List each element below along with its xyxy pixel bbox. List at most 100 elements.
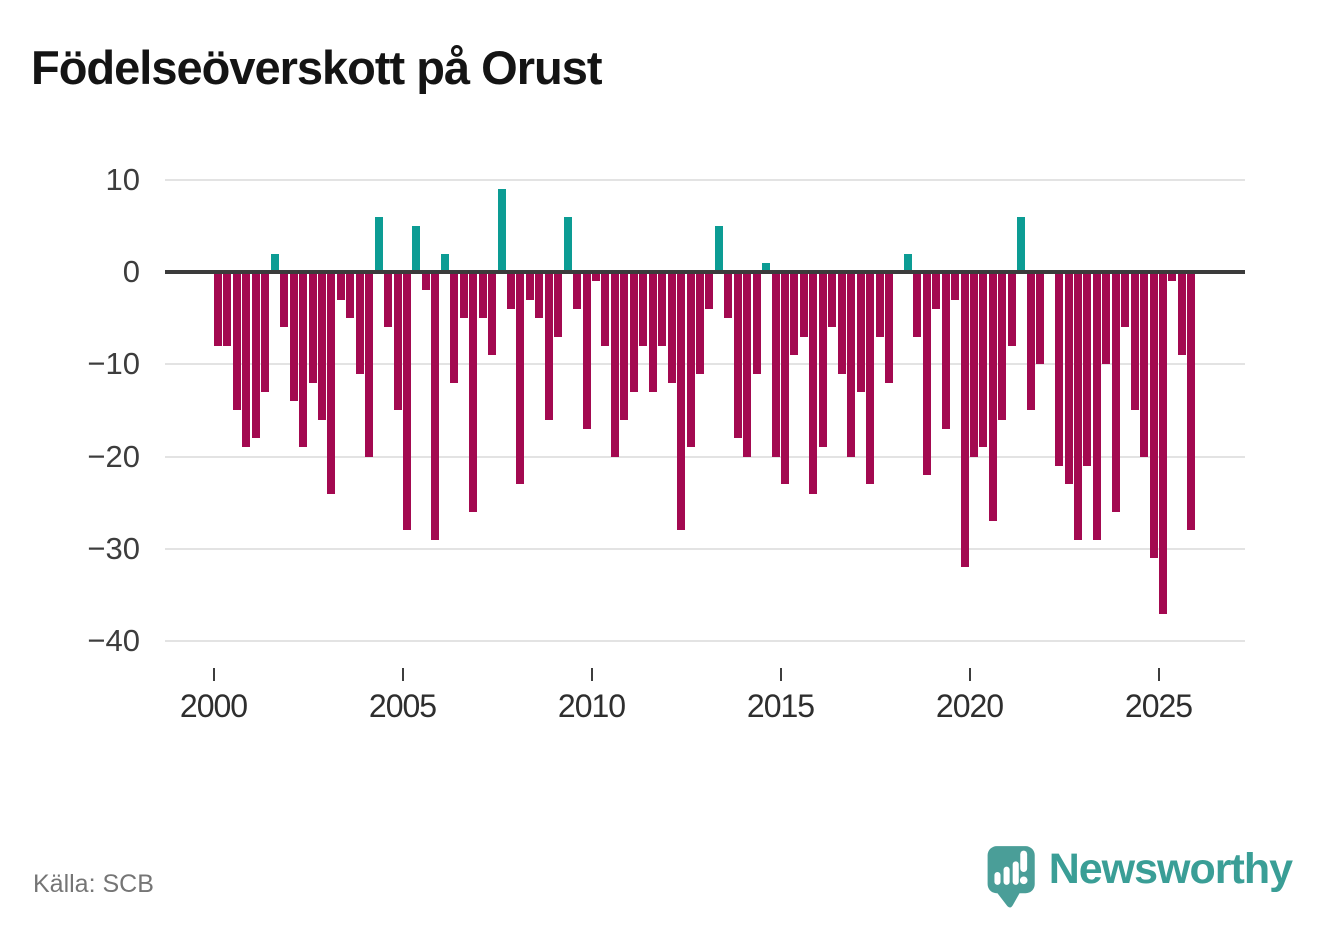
bar-2017-q3	[875, 272, 884, 337]
bar-2009-q4	[582, 272, 591, 429]
bar-2009-q1	[554, 272, 563, 337]
x-axis-tick-2005	[401, 668, 404, 681]
bar-2025-q2	[1168, 272, 1177, 282]
bar-2025-q4	[1187, 272, 1196, 531]
bar-2012-q1	[667, 272, 676, 383]
bar-2004-q2	[374, 216, 383, 272]
bar-2019-q2	[941, 272, 950, 429]
bar-2024-q3	[1140, 272, 1149, 457]
zero-axis-line	[165, 270, 1245, 274]
gridline-y-10	[165, 363, 1245, 366]
bar-2001-q2	[261, 272, 270, 392]
bar-2003-q2	[336, 272, 345, 300]
bar-2020-q4	[998, 272, 1007, 420]
bar-2005-q2	[412, 225, 421, 272]
bar-2021-q1	[1007, 272, 1016, 346]
x-axis-label-2020: 2020	[935, 688, 1004, 724]
bar-2013-q2	[714, 225, 723, 272]
bar-2018-q3	[913, 272, 922, 337]
gridline-y-30	[165, 547, 1245, 550]
source-note: Källa: SCB	[33, 870, 154, 898]
bar-2006-q1	[440, 253, 449, 272]
bar-2005-q1	[403, 272, 411, 531]
bar-2010-q4	[620, 272, 629, 420]
bar-2012-q3	[686, 272, 695, 448]
bar-2009-q2	[563, 216, 572, 272]
x-axis-label-2005: 2005	[368, 688, 437, 724]
x-axis-label-2025: 2025	[1124, 688, 1193, 724]
bar-2011-q4	[658, 272, 667, 346]
bar-2004-q3	[384, 272, 393, 328]
gridline-y10	[165, 178, 1245, 181]
x-axis-label-2010: 2010	[557, 688, 626, 724]
bar-2013-q3	[724, 272, 733, 319]
bar-2020-q3	[988, 272, 997, 522]
speech-bubble-bar-chart-icon	[987, 846, 1035, 908]
bar-2006-q4	[469, 272, 478, 512]
bar-2025-q1	[1159, 272, 1167, 614]
y-axis-label: 10	[105, 161, 140, 197]
bar-2017-q4	[884, 272, 893, 383]
bar-2002-q2	[299, 272, 308, 448]
bar-2014-q2	[752, 272, 761, 374]
bar-2024-q2	[1130, 272, 1139, 411]
bar-2006-q3	[459, 272, 468, 319]
x-axis-tick-2015	[779, 668, 782, 681]
bar-2000-q2	[223, 272, 232, 346]
y-axis-label: −40	[87, 623, 140, 659]
bar-2010-q3	[610, 272, 619, 457]
bar-2008-q2	[525, 272, 534, 300]
bar-2007-q1	[478, 272, 487, 319]
bar-2010-q1	[592, 272, 600, 282]
bar-2022-q4	[1073, 272, 1082, 540]
bar-2021-q3	[1026, 272, 1035, 411]
gridline-y-40	[165, 640, 1245, 643]
bar-2015-q4	[809, 272, 818, 494]
bar-2011-q3	[648, 272, 657, 392]
bar-2005-q4	[431, 272, 440, 540]
x-axis-label-2015: 2015	[746, 688, 815, 724]
bar-2003-q4	[355, 272, 364, 374]
bar-2021-q4	[1036, 272, 1045, 365]
bar-2024-q4	[1149, 272, 1158, 559]
bar-2014-q1	[743, 272, 752, 457]
bar-2001-q4	[280, 272, 289, 328]
bar-2012-q2	[677, 272, 686, 531]
bar-2004-q1	[365, 272, 374, 457]
bar-2017-q1	[856, 272, 865, 392]
bar-2023-q2	[1092, 272, 1101, 540]
bar-2017-q2	[866, 272, 875, 485]
bar-2002-q4	[317, 272, 326, 420]
bar-2011-q2	[639, 272, 648, 346]
bar-2023-q3	[1102, 272, 1111, 365]
y-axis-label: −10	[87, 346, 140, 382]
bar-2000-q1	[214, 272, 222, 346]
bar-2007-q2	[488, 272, 497, 356]
x-axis-label-2000: 2000	[179, 688, 248, 724]
bar-2022-q2	[1055, 272, 1064, 466]
y-axis-label: 0	[122, 254, 140, 289]
bar-2007-q4	[506, 272, 515, 309]
bar-2002-q3	[308, 272, 317, 383]
bar-2020-q2	[979, 272, 988, 448]
gridline-y-20	[165, 455, 1245, 458]
bar-2008-q1	[516, 272, 525, 485]
bar-2000-q4	[242, 272, 251, 448]
bar-2007-q3	[497, 188, 506, 272]
bar-2014-q3	[762, 262, 771, 272]
bar-2003-q1	[327, 272, 336, 494]
bar-2002-q1	[289, 272, 298, 402]
bar-2013-q1	[705, 272, 714, 309]
bar-2008-q4	[544, 272, 553, 420]
bar-2011-q1	[629, 272, 638, 392]
bar-2016-q2	[828, 272, 837, 328]
bar-2025-q3	[1177, 272, 1186, 356]
bar-2001-q3	[270, 253, 279, 272]
bar-2015-q3	[799, 272, 808, 337]
bar-2015-q1	[781, 272, 789, 485]
bar-2014-q4	[771, 272, 780, 457]
bar-2006-q2	[450, 272, 459, 383]
bar-2009-q3	[573, 272, 582, 309]
bar-2003-q3	[346, 272, 355, 319]
